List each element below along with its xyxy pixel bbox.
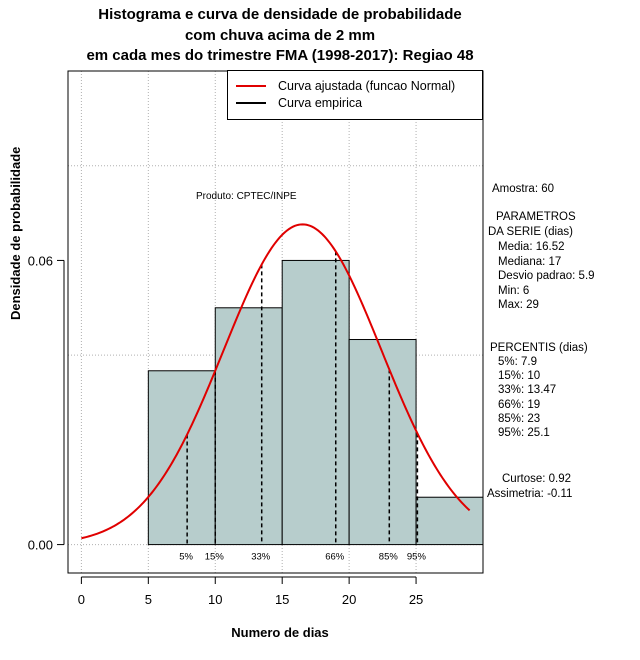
x-tick-label: 0 [78,592,85,607]
percentile-label: 5% [179,552,193,563]
histogram-bar [214,307,283,546]
legend-swatch-black [236,102,266,104]
param-title-2: DA SERIE (dias) [488,226,573,238]
stat-curtose: Curtose: 0.92 [502,473,572,485]
x-tick-label: 5 [145,592,152,607]
stat-assimetria: Assimetria: -0.11 [487,488,573,500]
y-tick-label: 0.00 [28,538,53,553]
stat-mediana: Mediana: 17 [498,256,562,268]
histogram-bar [281,259,350,546]
histogram-bar [415,496,484,546]
legend: Curva ajustada (funcao Normal) Curva emp… [227,70,483,120]
stat-p95: 95%: 25.1 [498,427,550,439]
fitted-normal-curve [81,223,471,540]
percentile-label: 95% [407,552,427,563]
param-title-1: PARAMETROS [496,211,576,223]
legend-item-empirical: Curva empirica [236,95,362,111]
y-tick-label: 0.06 [28,253,53,268]
stat-media: Media: 16.52 [498,241,565,253]
stat-p5: 5%: 7.9 [498,356,537,368]
stat-p66: 66%: 19 [498,399,541,411]
percentile-label: 15% [205,552,225,563]
x-tick-label: 20 [342,592,356,607]
chart-title-line-1: Histograma e curva de densidade de proba… [98,6,462,23]
x-axis-label: Numero de dias [231,625,329,640]
x-tick-label: 15 [275,592,289,607]
chart-title-line-2: com chuva acima de 2 mm [184,27,376,44]
stat-amostra: Amostra: 60 [492,183,554,195]
percentile-label: 66% [325,552,345,563]
legend-label-fitted: Curva ajustada (funcao Normal) [278,79,456,93]
chart-title-line-3: em cada mes do trimestre FMA (1998-2017)… [86,47,474,64]
produto-credit: Produto: CPTEC/INPE [196,191,297,202]
y-axis-label: Densidade de probabilidade [8,146,23,320]
percentis-title: PERCENTIS (dias) [490,342,588,354]
percentile-label: 33% [251,552,271,563]
stat-min: Min: 6 [498,285,530,297]
legend-label-empirical: Curva empirica [278,96,363,110]
stat-desvio: Desvio padrao: 5.9 [498,270,595,282]
histogram-bar [348,339,417,546]
stat-max: Max: 29 [498,299,539,311]
stat-p85: 85%: 23 [498,413,541,425]
stat-p15: 15%: 10 [498,370,541,382]
legend-swatch-red [236,85,266,87]
stat-p33: 33%: 13.47 [498,384,557,396]
x-tick-label: 25 [409,592,423,607]
legend-item-fitted: Curva ajustada (funcao Normal) [236,78,455,94]
x-tick-label: 10 [208,592,222,607]
percentile-label: 85% [379,552,399,563]
